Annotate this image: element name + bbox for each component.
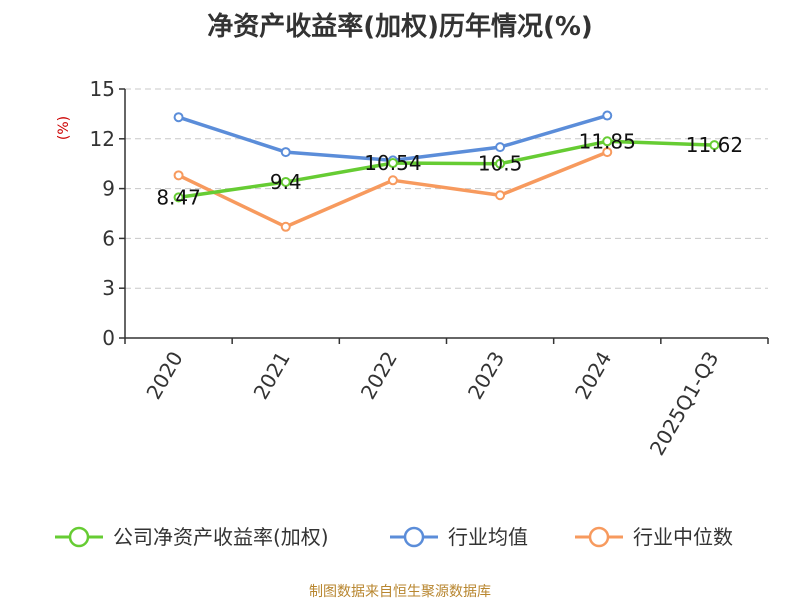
data-point: [602, 147, 613, 158]
series-line: [178, 139, 715, 200]
legend-marker: [403, 526, 425, 548]
x-tick-label: 2024: [570, 347, 616, 403]
legend-label: 行业均值: [448, 525, 528, 549]
data-point: [495, 158, 506, 169]
data-point: [387, 158, 398, 169]
data-point: [173, 170, 184, 181]
data-point: [602, 110, 613, 121]
data-point: [280, 176, 291, 187]
legend-label: 行业中位数: [633, 525, 733, 549]
legend-item-company[interactable]: 公司净资产收益率(加权): [55, 525, 329, 549]
data-point: [280, 221, 291, 232]
axes: 0 3 6 9 12 15 2020 2021 2022 2023 2024 2025Q1-Q3: [90, 77, 769, 460]
data-label: 11.85: [579, 129, 636, 153]
y-tick-label: 9: [102, 177, 115, 201]
data-label: 11.62: [686, 133, 743, 157]
source-note: 制图数据来自恒生聚源数据库: [309, 584, 491, 600]
x-tick-label: 2020: [141, 347, 187, 403]
legend-item-industry-median[interactable]: 行业中位数: [575, 525, 733, 549]
legend-marker: [588, 526, 610, 548]
y-tick-label: 15: [90, 77, 115, 101]
legend-label: 公司净资产收益率(加权): [113, 525, 329, 549]
data-label: 8.47: [156, 185, 201, 209]
legend: 公司净资产收益率(加权) 行业均值 行业中位数: [55, 525, 733, 549]
y-tick-label: 6: [102, 226, 115, 250]
x-tick-label: 2021: [249, 347, 295, 403]
legend-marker: [68, 526, 90, 548]
x-tick-label: 2023: [463, 347, 509, 403]
y-tick-label: 3: [102, 276, 115, 300]
y-tick-label: 12: [90, 127, 115, 151]
data-label: 10.5: [478, 152, 523, 176]
legend-item-industry-mean[interactable]: 行业均值: [390, 525, 528, 549]
x-tick-label: 2025Q1-Q3: [645, 347, 724, 459]
data-label: 9.4: [270, 170, 302, 194]
data-point: [495, 142, 506, 153]
series-lines: [173, 110, 720, 232]
data-point: [602, 136, 613, 147]
data-point: [173, 112, 184, 123]
data-point: [709, 140, 720, 151]
data-point: [280, 147, 291, 158]
data-point: [173, 192, 184, 203]
data-label: 10.54: [364, 151, 421, 175]
chart-title: 净资产收益率(加权)历年情况(%): [207, 11, 593, 42]
y-tick-label: 0: [102, 326, 115, 350]
data-point: [387, 175, 398, 186]
data-labels: 8.47 9.4 10.54 10.5 11.85 11.62: [156, 129, 743, 209]
y-axis-label: (%): [56, 116, 72, 140]
x-tick-label: 2022: [356, 347, 402, 403]
data-point: [495, 190, 506, 201]
